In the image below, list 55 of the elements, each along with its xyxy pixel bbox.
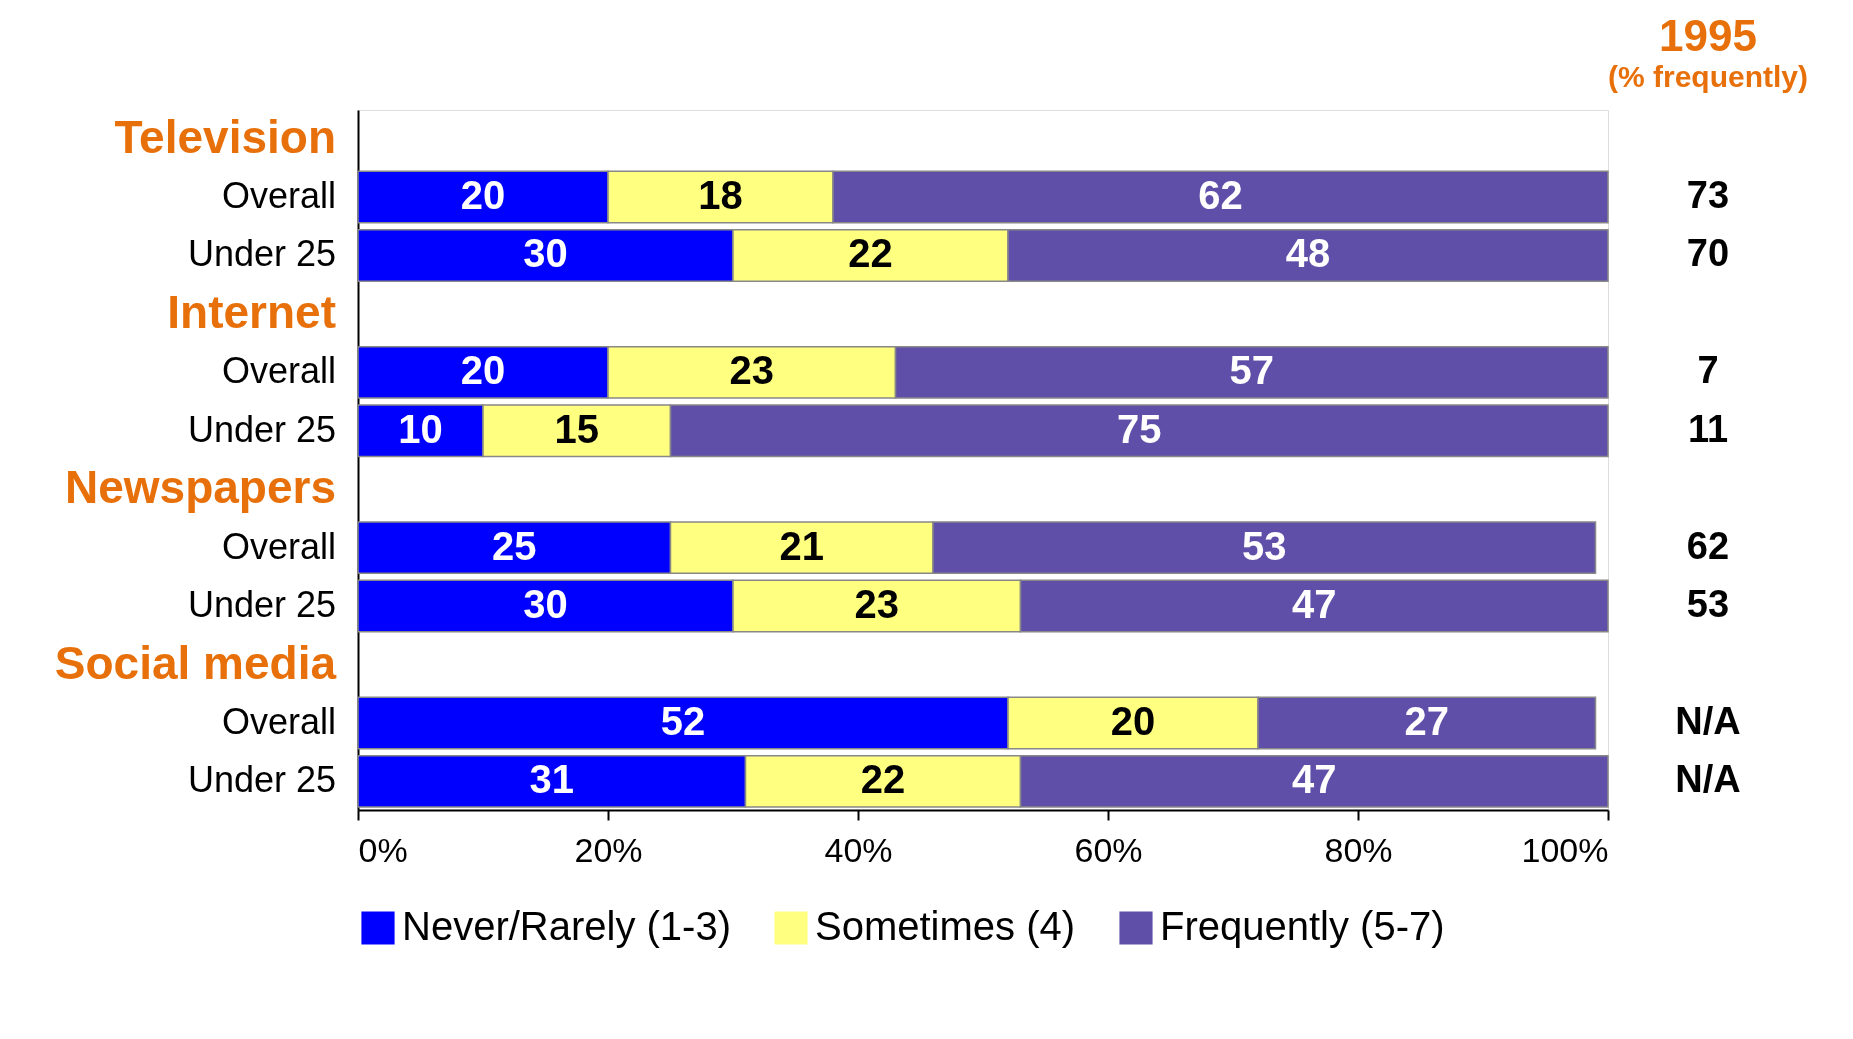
- text: 11: [1687, 407, 1729, 450]
- data-label: 53: [1242, 523, 1287, 568]
- data-label: 20: [1110, 698, 1156, 743]
- legend-label: Sometimes (4): [815, 904, 1076, 948]
- y-tick-label: Internet: [167, 285, 336, 338]
- data-label: 23: [729, 348, 774, 393]
- data-label: 18: [698, 173, 743, 218]
- data-label: 27: [1404, 698, 1449, 743]
- y-tick-label: Newspapers: [64, 461, 336, 514]
- text: N/A: [1675, 758, 1741, 801]
- text: (% frequently): [1607, 60, 1809, 93]
- text: 70: [1686, 232, 1730, 275]
- data-label: 52: [660, 698, 706, 743]
- y-tick-label: Under 25: [187, 584, 336, 626]
- text: 73: [1686, 174, 1730, 217]
- x-tick-label: 100%: [1521, 830, 1609, 869]
- data-label: 20: [460, 348, 506, 393]
- data-label: 30: [523, 231, 568, 276]
- data-label: 23: [854, 582, 899, 627]
- y-tick-label: Television: [114, 110, 336, 163]
- text: 53: [1686, 583, 1730, 626]
- text: 7: [1697, 349, 1719, 392]
- data-label: 62: [1198, 173, 1243, 218]
- data-label: 21: [779, 523, 824, 568]
- text: 62: [1686, 524, 1730, 567]
- y-tick-label: Under 25: [187, 408, 336, 450]
- data-label: 25: [492, 523, 537, 568]
- text: N/A: [1675, 699, 1741, 742]
- y-tick-label: Under 25: [187, 759, 336, 801]
- data-label: 30: [523, 582, 568, 627]
- y-tick-label: Overall: [221, 700, 336, 742]
- legend-label: Never/Rarely (1-3): [402, 904, 731, 948]
- data-label: 31: [529, 757, 574, 802]
- y-tick-label: Under 25: [187, 233, 336, 275]
- text: 1995: [1659, 11, 1757, 60]
- y-tick-label: Overall: [221, 525, 336, 567]
- data-label: 15: [554, 406, 599, 451]
- data-label: 47: [1292, 582, 1337, 627]
- legend-label: Frequently (5-7): [1160, 904, 1445, 948]
- x-tick-label: 60%: [1074, 830, 1143, 869]
- data-label: 48: [1285, 231, 1331, 276]
- x-tick-label: 80%: [1324, 830, 1393, 869]
- data-label: 22: [848, 231, 893, 276]
- data-label: 20: [460, 173, 506, 218]
- x-tick-label: 0%: [358, 830, 408, 869]
- y-tick-label: Overall: [221, 175, 336, 217]
- data-label: 22: [860, 757, 906, 802]
- data-label: 57: [1229, 348, 1274, 393]
- y-tick-label: Social media: [54, 636, 337, 689]
- data-label: 47: [1292, 757, 1337, 802]
- data-label: 10: [398, 406, 443, 451]
- y-tick-label: Overall: [221, 350, 336, 392]
- x-tick-label: 40%: [824, 830, 893, 869]
- data-label: 75: [1117, 406, 1162, 451]
- x-tick-label: 20%: [574, 830, 643, 869]
